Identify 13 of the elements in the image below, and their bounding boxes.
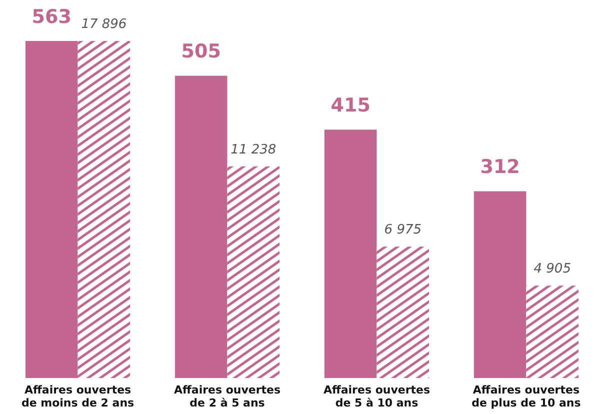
data-label: 505 xyxy=(181,40,221,63)
x-tick-label: Affaires ouvertes de 5 à 10 ans xyxy=(323,384,430,410)
data-label: 17 896 xyxy=(81,17,127,32)
data-label: 415 xyxy=(330,94,370,117)
data-label: 4 905 xyxy=(534,262,571,277)
data-label: 563 xyxy=(32,6,72,28)
data-label: 6 975 xyxy=(384,222,422,238)
x-tick-label: Affaires ouvertes de plus de 10 ans xyxy=(472,384,582,410)
x-tick-label: Affaires ouvertes de moins de 2 ans xyxy=(21,384,135,410)
x-tick-label: Affaires ouvertes de 2 à 5 ans xyxy=(174,384,282,410)
bar xyxy=(474,191,526,378)
data-label: 11 238 xyxy=(230,142,276,158)
data-label: 312 xyxy=(480,156,520,178)
